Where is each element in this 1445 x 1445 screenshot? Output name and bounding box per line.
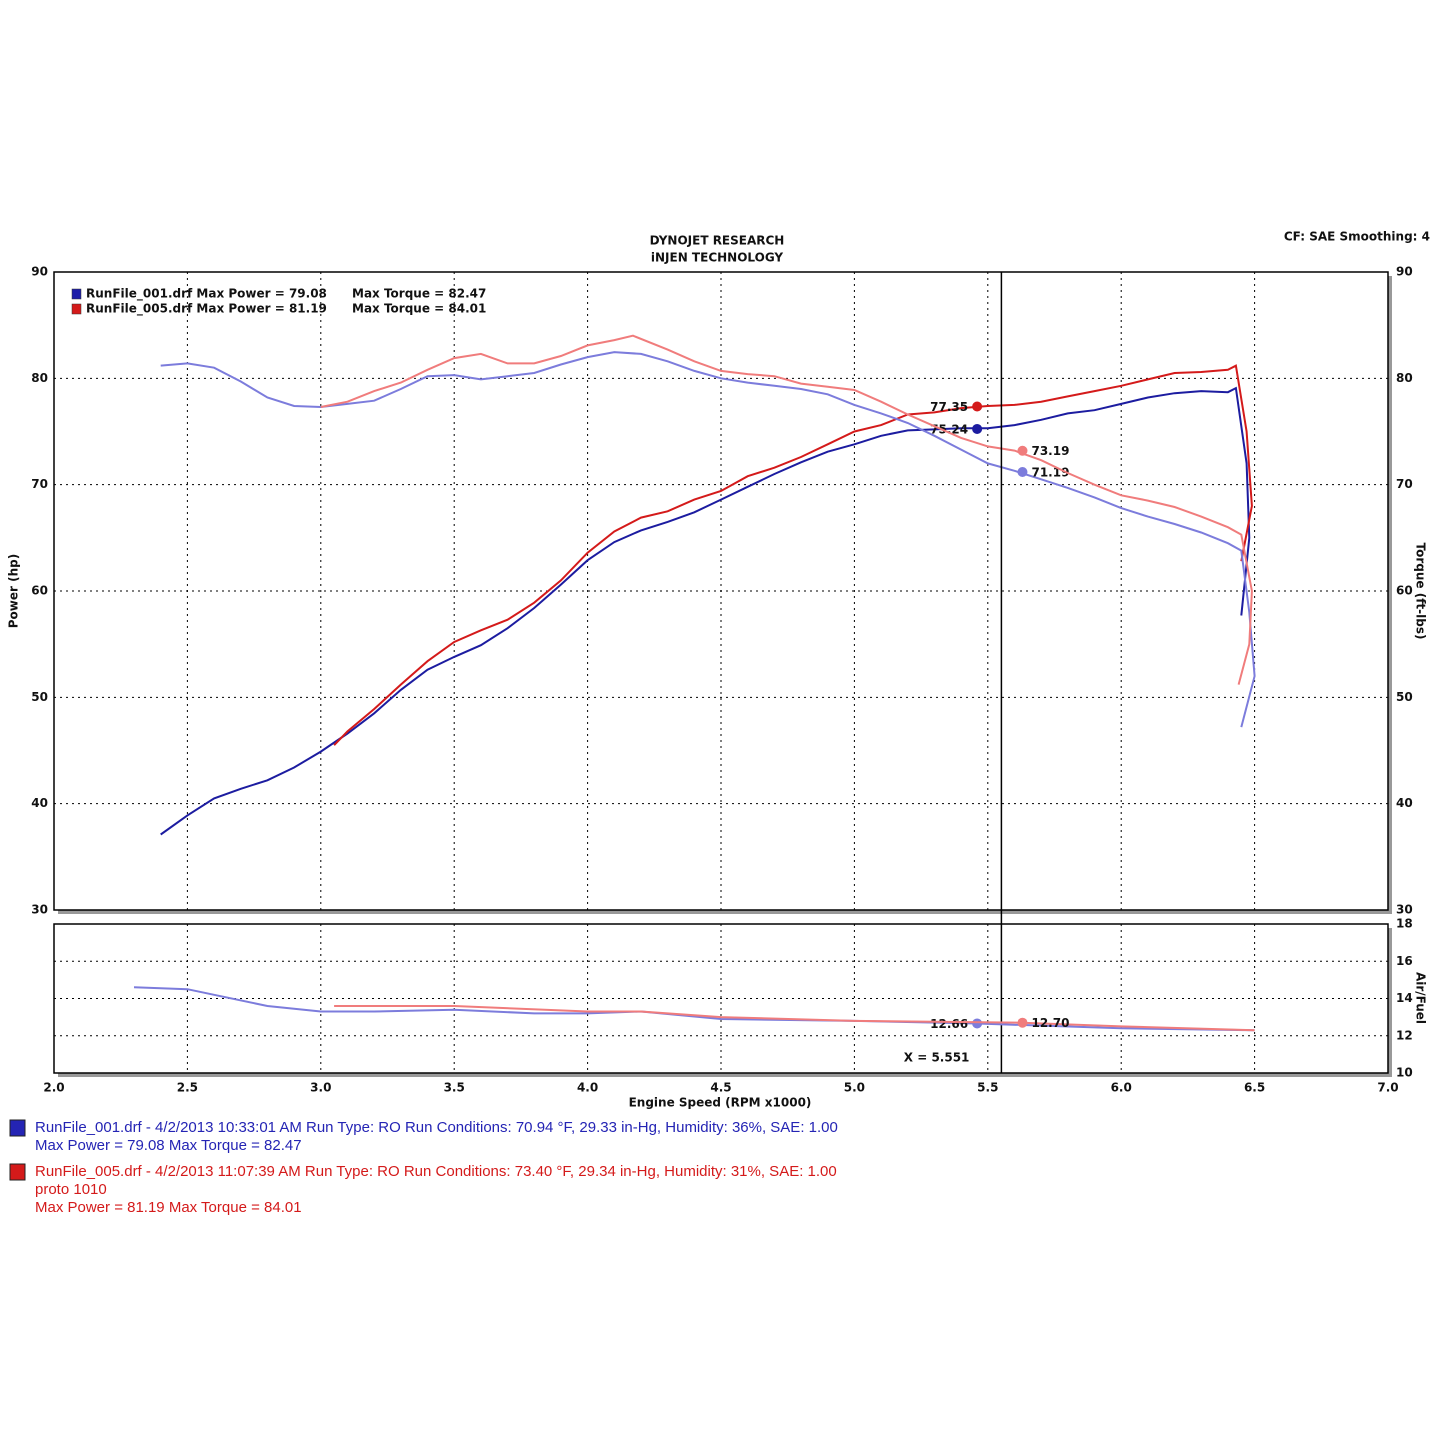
series-line bbox=[333, 364, 1253, 746]
y2-tick-label: 80 bbox=[1396, 371, 1413, 385]
marker-label: 75.24 bbox=[930, 422, 968, 436]
y-tick-label: 70 bbox=[31, 477, 48, 491]
marker-label: 71.19 bbox=[1031, 466, 1069, 480]
x-tick-label: 2.5 bbox=[177, 1081, 198, 1095]
y-tick-label: 50 bbox=[31, 690, 48, 704]
cursor-marker bbox=[1017, 1017, 1028, 1028]
chart-title: DYNOJET RESEARCH bbox=[650, 234, 785, 248]
x-tick-label: 5.5 bbox=[977, 1081, 998, 1095]
cursor-marker bbox=[972, 1018, 983, 1029]
x-tick-label: 3.5 bbox=[444, 1081, 465, 1095]
y2-tick-label: 40 bbox=[1396, 796, 1413, 810]
x-tick-label: 4.5 bbox=[710, 1081, 731, 1095]
y-tick-label: 60 bbox=[31, 584, 48, 598]
y-tick-label: 40 bbox=[31, 796, 48, 810]
y2-tick-label: 60 bbox=[1396, 584, 1413, 598]
marker-label: 12.70 bbox=[1031, 1016, 1069, 1030]
x-axis-label: Engine Speed (RPM x1000) bbox=[629, 1096, 812, 1110]
footer-text: RunFile_001.drf - 4/2/2013 10:33:01 AM R… bbox=[35, 1119, 838, 1136]
y-tick-label: 90 bbox=[31, 265, 48, 279]
series-line bbox=[320, 334, 1253, 685]
y-tick-label: 18 bbox=[1396, 917, 1413, 931]
marker-label: 12.66 bbox=[930, 1017, 968, 1031]
footer-text: RunFile_005.drf - 4/2/2013 11:07:39 AM R… bbox=[35, 1163, 837, 1180]
footer-swatch bbox=[9, 1163, 26, 1181]
series-line bbox=[160, 386, 1251, 836]
cursor-marker bbox=[972, 401, 983, 412]
x-tick-label: 7.0 bbox=[1377, 1081, 1398, 1095]
y-tick-label: 10 bbox=[1396, 1066, 1413, 1080]
y-tick-label: 16 bbox=[1396, 954, 1413, 968]
y2-axis-label: Torque (ft-lbs) bbox=[1414, 543, 1428, 640]
afr-axis-label: Air/Fuel bbox=[1414, 972, 1428, 1024]
cursor-label: X = 5.551 bbox=[904, 1051, 970, 1065]
legend-swatch bbox=[71, 288, 82, 300]
footer-text: Max Power = 79.08 Max Torque = 82.47 bbox=[35, 1137, 302, 1154]
x-tick-label: 4.0 bbox=[577, 1081, 598, 1095]
y-tick-label: 30 bbox=[31, 903, 48, 917]
series-line bbox=[334, 1005, 1255, 1032]
y-tick-label: 12 bbox=[1396, 1028, 1413, 1042]
legend-swatch bbox=[71, 303, 82, 315]
y2-tick-label: 70 bbox=[1396, 477, 1413, 491]
x-tick-label: 3.0 bbox=[310, 1081, 331, 1095]
legend-label: Max Torque = 84.01 bbox=[352, 302, 486, 316]
y2-tick-label: 90 bbox=[1396, 265, 1413, 279]
y-tick-label: 14 bbox=[1396, 991, 1413, 1005]
y-tick-label: 80 bbox=[31, 371, 48, 385]
marker-label: 73.19 bbox=[1031, 444, 1069, 458]
y-axis-label: Power (hp) bbox=[7, 554, 21, 628]
marker-label: 77.35 bbox=[930, 400, 968, 414]
cursor-marker bbox=[1017, 445, 1028, 456]
chart-subtitle: iNJEN TECHNOLOGY bbox=[651, 251, 784, 265]
x-tick-label: 2.0 bbox=[43, 1081, 64, 1095]
footer-swatch bbox=[9, 1119, 26, 1137]
legend-label: RunFile_005.drf Max Power = 81.19 bbox=[86, 302, 327, 317]
x-tick-label: 6.5 bbox=[1244, 1081, 1265, 1095]
series-line bbox=[160, 351, 1256, 728]
x-tick-label: 6.0 bbox=[1111, 1081, 1132, 1095]
cursor-marker bbox=[972, 423, 983, 434]
x-tick-label: 5.0 bbox=[844, 1081, 865, 1095]
legend-label: Max Torque = 82.47 bbox=[352, 287, 486, 301]
y2-tick-label: 50 bbox=[1396, 690, 1413, 704]
cursor-marker bbox=[1017, 467, 1028, 478]
y2-tick-label: 30 bbox=[1396, 903, 1413, 917]
settings-text: CF: SAE Smoothing: 4 bbox=[1284, 230, 1430, 244]
footer-text: Max Power = 81.19 Max Torque = 84.01 bbox=[35, 1199, 302, 1216]
legend-label: RunFile_001.drf Max Power = 79.08 bbox=[86, 287, 327, 302]
footer-text: proto 1010 bbox=[35, 1181, 107, 1198]
